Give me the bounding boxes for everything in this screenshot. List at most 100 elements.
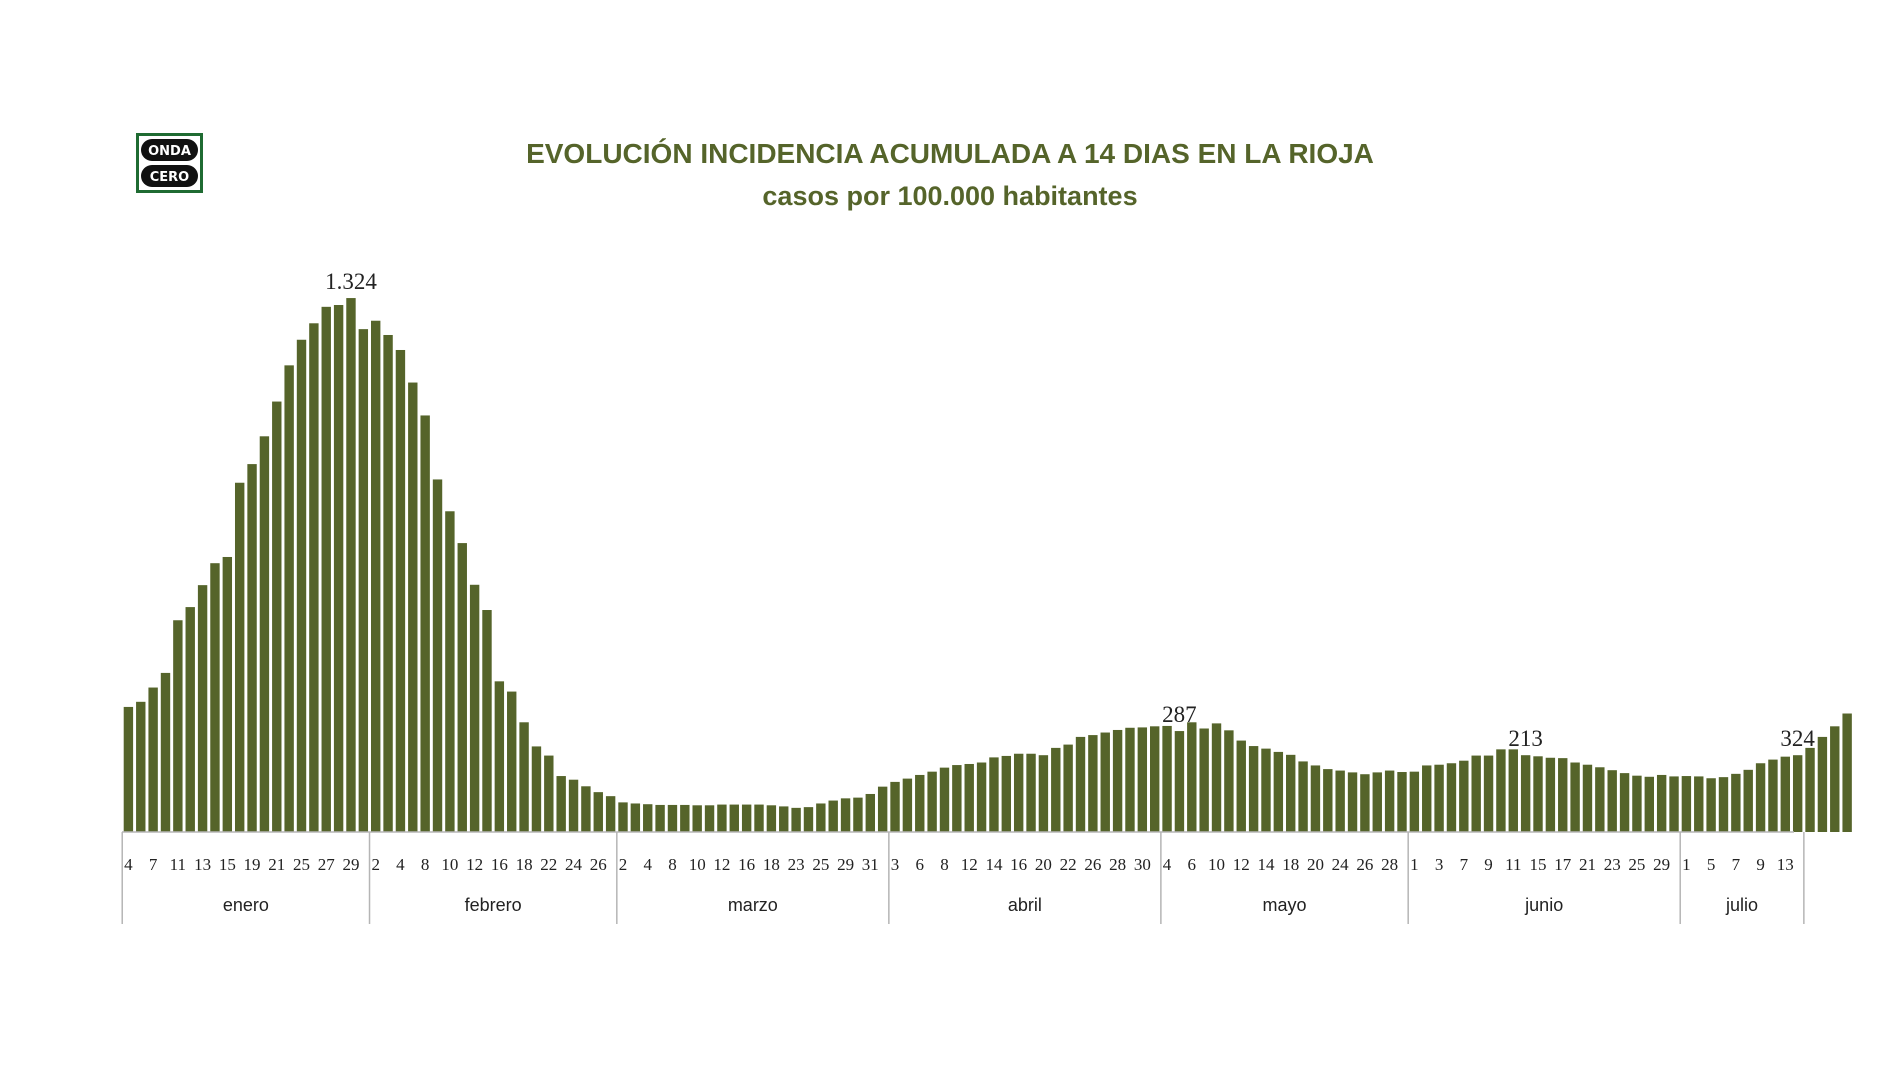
x-tick-label: 29: [1653, 855, 1670, 874]
bar: [828, 800, 838, 832]
month-label: marzo: [728, 895, 778, 915]
x-tick-label: 10: [1208, 855, 1225, 874]
bar: [618, 802, 628, 832]
x-tick-label: 27: [318, 855, 336, 874]
x-tick-label: 6: [916, 855, 925, 874]
x-tick-label: 15: [1530, 855, 1547, 874]
bar: [507, 691, 517, 832]
x-tick-label: 3: [1435, 855, 1444, 874]
x-tick-label: 20: [1035, 855, 1052, 874]
bar: [680, 804, 690, 832]
chart-title: EVOLUCIÓN INCIDENCIA ACUMULADA A 14 DIAS…: [526, 138, 1374, 169]
x-tick-label: 9: [1484, 855, 1493, 874]
bar: [420, 415, 430, 832]
bar: [519, 722, 529, 832]
bar: [1533, 756, 1543, 832]
x-tick-label: 12: [466, 855, 483, 874]
bar: [1397, 772, 1407, 832]
bar: [408, 382, 418, 832]
bar: [1360, 774, 1370, 832]
x-tick-label: 17: [1554, 855, 1572, 874]
bar: [1224, 730, 1234, 832]
bar: [1075, 736, 1086, 832]
bar: [185, 607, 195, 832]
logo-line2: CERO: [150, 170, 189, 185]
bar: [123, 706, 134, 832]
x-tick-label: 9: [1756, 855, 1765, 874]
bar: [704, 805, 715, 832]
month-label: julio: [1725, 895, 1758, 915]
bar: [754, 804, 764, 832]
bar: [1137, 727, 1148, 832]
x-tick-label: 7: [1460, 855, 1469, 874]
x-tick-label: 14: [985, 855, 1003, 874]
bar: [494, 681, 505, 832]
x-tick-label: 4: [124, 855, 133, 874]
x-tick-label: 31: [862, 855, 879, 874]
bar: [1038, 755, 1049, 832]
bar: [581, 786, 591, 832]
bar: [902, 778, 913, 832]
bar: [1570, 762, 1580, 832]
bar: [160, 672, 171, 832]
x-tick-label: 30: [1134, 855, 1151, 874]
x-tick-label: 16: [738, 855, 755, 874]
x-tick-label: 4: [643, 855, 652, 874]
month-labels-group: enero febrero marzo abril mayo junio julio: [121, 832, 1805, 924]
bar: [1248, 746, 1259, 832]
bar: [296, 339, 307, 832]
bar: [568, 779, 579, 832]
bar: [1780, 756, 1791, 832]
bar: [234, 482, 245, 832]
bar: [469, 584, 480, 832]
bar: [1100, 732, 1110, 832]
bar: [173, 620, 183, 832]
x-tick-label: 26: [1084, 855, 1101, 874]
x-tick-label: 28: [1381, 855, 1398, 874]
bar: [1768, 759, 1778, 832]
bar: [333, 305, 344, 832]
bar: [964, 763, 974, 832]
bar: [1459, 760, 1469, 832]
x-tick-label: 1: [1410, 855, 1419, 874]
bar: [1607, 770, 1617, 832]
x-tick-label: 3: [891, 855, 900, 874]
x-tick-label: 29: [837, 855, 854, 874]
x-tick-label: 10: [689, 855, 706, 874]
x-tick-label: 21: [268, 855, 285, 874]
bar: [222, 556, 233, 832]
bar: [1261, 748, 1271, 832]
bar: [692, 805, 702, 832]
bar: [1286, 754, 1296, 832]
month-label: mayo: [1263, 895, 1307, 915]
bar: [1483, 755, 1494, 832]
bar: [1273, 751, 1284, 832]
bar: [729, 804, 739, 832]
x-tick-label: 7: [149, 855, 158, 874]
bar: [1112, 729, 1123, 832]
bar: [1508, 749, 1518, 832]
bar: [890, 781, 900, 832]
onda-cero-logo-icon: ONDA CERO: [136, 133, 203, 193]
bar: [1706, 778, 1716, 832]
chart-subtitle: casos por 100.000 habitantes: [762, 181, 1138, 211]
bar: [1187, 722, 1197, 832]
bar: [816, 803, 826, 832]
x-tick-label: 10: [441, 855, 458, 874]
x-tick-label: 8: [940, 855, 949, 874]
data-labels-group: 1.324 287 213 324: [325, 269, 1815, 751]
bar: [989, 757, 999, 832]
bar: [1817, 736, 1828, 832]
data-label: 324: [1780, 726, 1815, 751]
bar: [259, 436, 270, 832]
bar: [1310, 765, 1321, 832]
bar: [1743, 769, 1753, 832]
x-tick-label: 7: [1732, 855, 1741, 874]
bar: [865, 793, 875, 832]
bar: [445, 511, 455, 832]
bar: [840, 798, 851, 832]
bar: [667, 804, 678, 832]
bar: [605, 796, 616, 832]
bar: [877, 786, 888, 832]
bar: [556, 776, 566, 832]
